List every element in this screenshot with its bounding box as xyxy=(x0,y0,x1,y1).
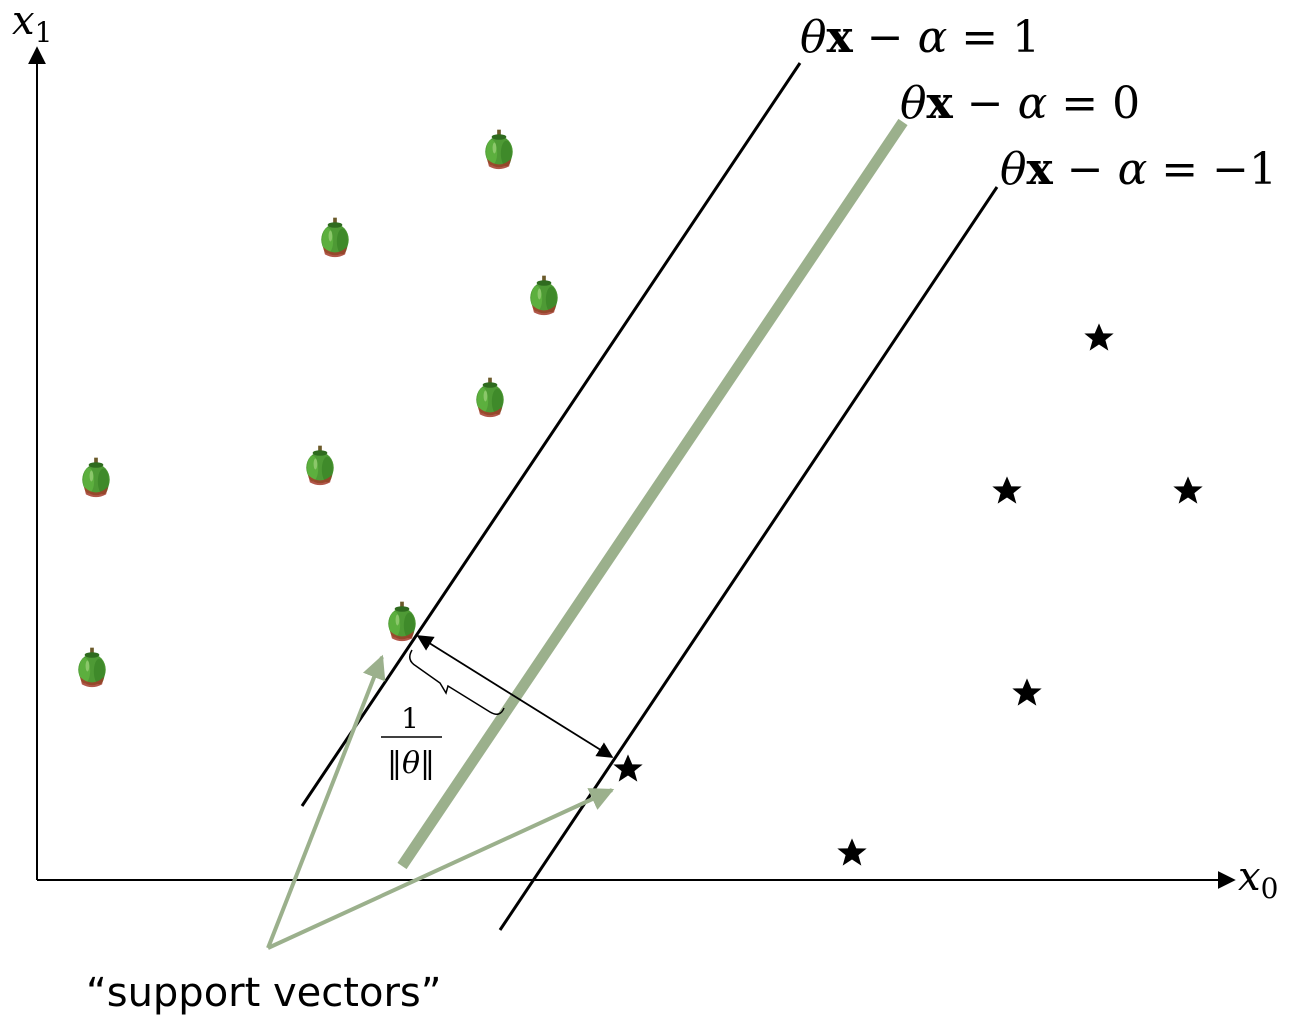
pepper-icon xyxy=(78,647,106,688)
y-axis-label: x1 xyxy=(12,0,52,49)
margin-brace xyxy=(409,649,505,715)
support-vector-arrow-pepper xyxy=(266,654,386,949)
x-axis-label: x0 xyxy=(1238,854,1278,905)
pepper-icon xyxy=(82,457,110,498)
decision-boundary xyxy=(397,118,908,870)
pepper-icon xyxy=(321,217,349,258)
star-icon xyxy=(1012,678,1042,706)
margin-width-arrow xyxy=(416,635,614,758)
star-icon xyxy=(613,754,643,782)
support-vector-arrow-star xyxy=(267,788,615,950)
margin-line-positive xyxy=(300,62,802,807)
star-icon xyxy=(837,838,867,866)
equation-lower: θx − α = −1 xyxy=(1000,144,1277,195)
pepper-icon xyxy=(530,275,558,316)
star-icon xyxy=(992,476,1022,504)
equation-middle: θx − α = 0 xyxy=(900,78,1140,129)
pepper-icon xyxy=(476,377,504,418)
pepper-icon xyxy=(388,601,416,642)
pepper-icon xyxy=(485,129,513,170)
margin-line-negative xyxy=(498,186,999,931)
star-class-points xyxy=(613,323,1203,866)
equation-upper: θx − α = 1 xyxy=(800,12,1040,63)
support-vectors-caption: “support vectors” xyxy=(86,970,441,1016)
star-icon xyxy=(1084,323,1114,351)
pepper-icon xyxy=(306,445,334,486)
margin-label-numerator: 1 xyxy=(401,702,419,735)
margin-label-denominator: ‖θ‖ xyxy=(387,746,435,781)
pepper-class-points xyxy=(78,129,558,688)
star-icon xyxy=(1173,476,1203,504)
